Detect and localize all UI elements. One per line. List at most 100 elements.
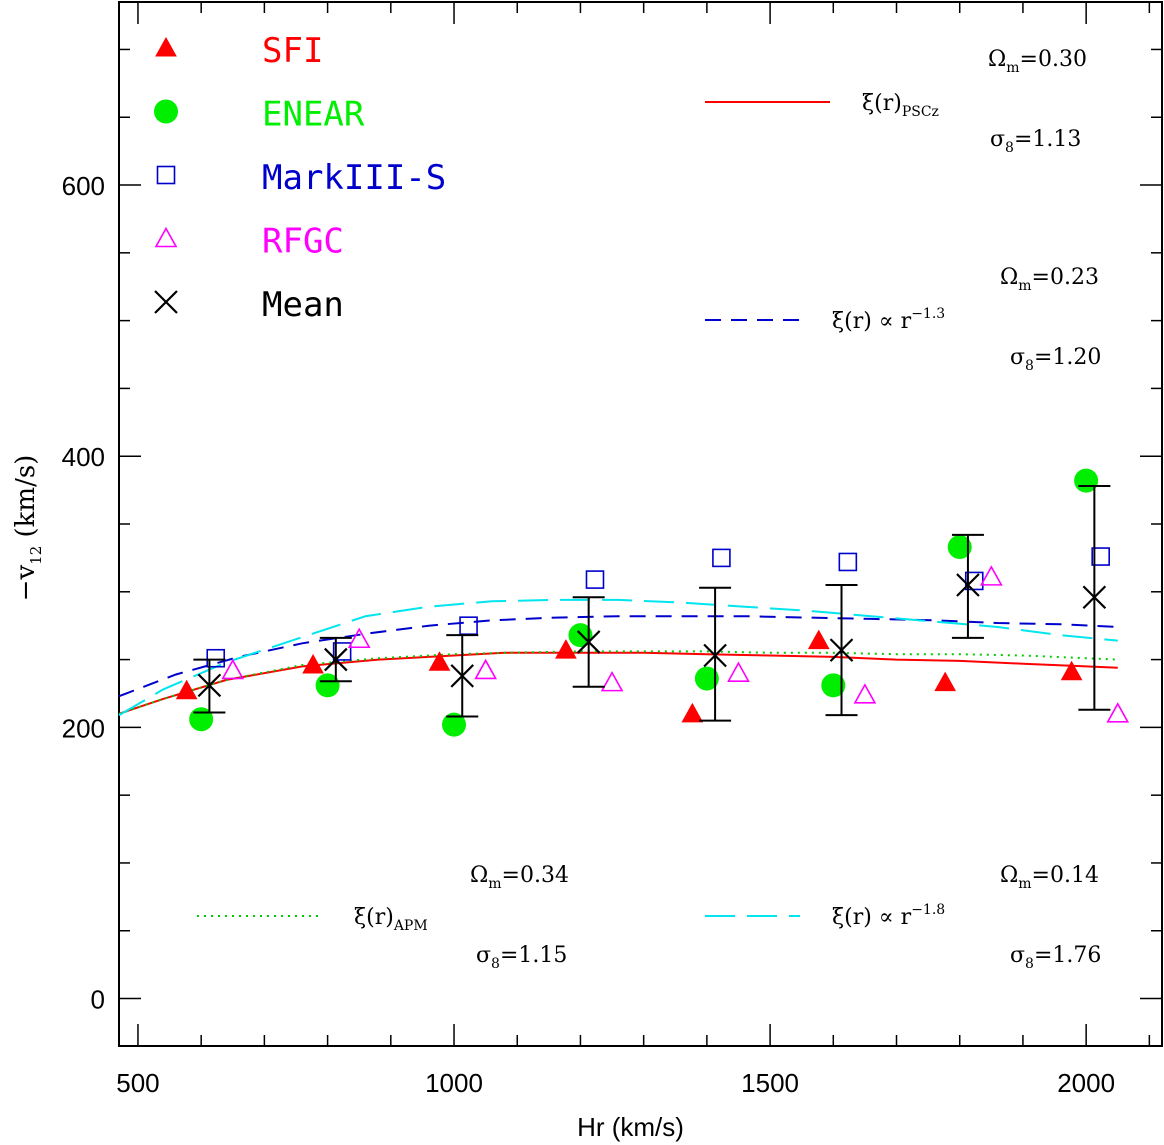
open-triangle-marker <box>600 670 624 692</box>
data-points <box>175 468 1130 737</box>
series-rfgc <box>221 565 1130 723</box>
y-tick-label: 600 <box>62 171 105 201</box>
legend-label: MarkIII-S <box>262 158 446 198</box>
data-point <box>474 658 497 680</box>
cross-marker <box>956 573 980 597</box>
x-tick-label: 1500 <box>741 1068 799 1098</box>
cross-marker <box>197 673 222 698</box>
curve-solid-line <box>118 651 1118 715</box>
legend-label: RFGC <box>262 222 344 262</box>
y-tick-label: 400 <box>62 442 105 472</box>
y-tick-label: 200 <box>62 713 105 743</box>
triangle-marker <box>302 653 324 674</box>
data-point <box>585 570 605 589</box>
circle-marker <box>442 712 467 737</box>
circle-marker <box>821 673 846 698</box>
curve-label: ξ(r)PSCz <box>862 91 939 120</box>
data-point <box>853 683 877 704</box>
triangle-marker <box>175 679 198 700</box>
square-marker <box>585 570 605 589</box>
open-triangle-marker <box>1106 702 1130 723</box>
x-tick-label: 2000 <box>1057 1068 1115 1098</box>
data-point <box>934 671 957 692</box>
triangle-marker <box>807 629 830 650</box>
data-point <box>206 648 226 668</box>
triangle-marker <box>1060 660 1083 681</box>
sigma-label: σ8=1.20 <box>1010 345 1101 374</box>
data-point <box>681 702 704 723</box>
open-triangle-marker <box>979 565 1003 586</box>
curve-annotations: ξ(r)PSCz Ωm=0.30 σ8=1.13 ξ(r) ∝ r−1.3 Ωm=0.2… <box>197 47 1101 972</box>
open-triangle-marker <box>474 658 497 680</box>
cross-marker <box>324 647 348 672</box>
triangle-marker <box>428 651 451 671</box>
data-point <box>428 651 451 671</box>
curve-label: ξ(r)APM <box>354 905 428 934</box>
cross-marker <box>576 630 601 654</box>
data-point <box>1082 585 1107 609</box>
data-point <box>838 552 858 572</box>
legend-marker <box>155 36 177 57</box>
legend-item-enear: ENEAR <box>154 95 365 135</box>
data-point <box>829 638 854 662</box>
data-point <box>1060 660 1083 681</box>
sigma-label: σ8=1.13 <box>990 127 1081 156</box>
data-point <box>332 642 352 661</box>
data-point <box>315 673 340 698</box>
annotation-pl18: ξ(r) ∝ r−1.8 Ωm=0.14 σ8=1.76 <box>705 863 1101 972</box>
data-point <box>442 712 467 737</box>
data-point <box>302 653 324 674</box>
curve-long-dashed-line <box>118 598 1118 717</box>
series-enear <box>189 468 1099 737</box>
triangle-marker <box>555 639 577 659</box>
data-point <box>221 658 245 680</box>
circle-marker <box>947 535 972 560</box>
data-point <box>727 661 750 682</box>
x-tick-label: 500 <box>116 1068 159 1098</box>
data-point <box>807 629 830 650</box>
legend-label: Mean <box>262 285 344 325</box>
open-triangle-marker <box>347 627 371 649</box>
omega-label: Ωm=0.34 <box>470 863 569 892</box>
series-mean <box>193 485 1111 722</box>
cross-marker <box>450 664 475 688</box>
data-point <box>1106 702 1130 723</box>
square-marker <box>459 616 478 635</box>
x-tick-label: 1000 <box>425 1068 483 1098</box>
x-axis-title: Hr (km/s) <box>577 1112 684 1142</box>
triangle-marker <box>155 36 177 57</box>
legend-marker <box>154 99 178 124</box>
sigma-label: σ8=1.76 <box>1010 943 1101 972</box>
square-marker <box>838 552 858 572</box>
series-sfi <box>175 629 1083 723</box>
open-triangle-marker <box>221 658 245 680</box>
square-marker <box>206 648 226 668</box>
circle-marker <box>154 99 178 124</box>
open-triangle-marker <box>727 661 750 682</box>
data-point <box>324 647 348 672</box>
curve-label: ξ(r) ∝ r−1.3 <box>832 306 945 334</box>
omega-label: Ωm=0.30 <box>988 47 1087 76</box>
data-point <box>459 616 478 635</box>
legend-label: SFI <box>262 31 323 71</box>
data-point <box>1091 547 1110 566</box>
data-point <box>555 639 577 659</box>
data-point <box>175 679 198 700</box>
triangle-marker <box>934 671 957 692</box>
cross-marker <box>703 643 727 668</box>
data-point <box>821 673 846 698</box>
sigma-label: σ8=1.15 <box>476 943 567 972</box>
square-marker <box>712 548 731 568</box>
cross-marker <box>829 638 854 662</box>
omega-label: Ωm=0.23 <box>1000 265 1099 294</box>
circle-marker <box>694 666 719 691</box>
legend-item-sfi: SFI <box>155 31 323 71</box>
triangle-marker <box>681 702 704 723</box>
curve-dotted-line <box>118 650 1118 715</box>
y-axis-title: −v12 (km/s) <box>11 455 45 602</box>
data-point <box>703 643 727 668</box>
curve-dashed-line <box>118 615 1118 698</box>
legend: SFI ENEAR MarkIII-S RFGC Mean <box>154 31 446 325</box>
data-point <box>947 535 972 560</box>
